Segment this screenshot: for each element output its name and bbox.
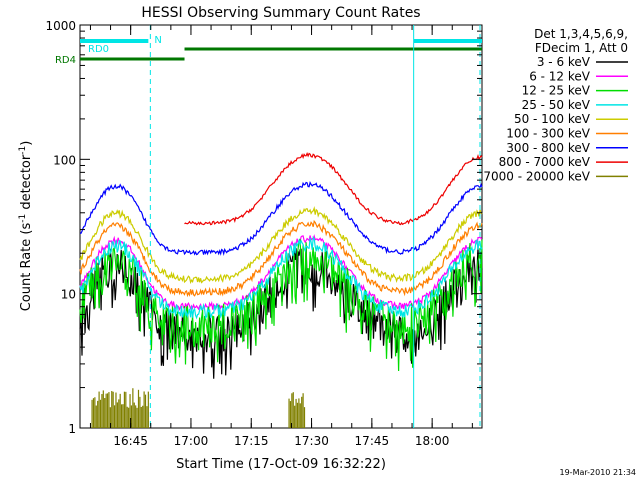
x-tick-label: 17:00 bbox=[174, 434, 209, 448]
x-tick-label: 17:30 bbox=[294, 434, 329, 448]
footer-timestamp: 19-Mar-2010 21:34 bbox=[560, 468, 637, 477]
y-tick-label: 1000 bbox=[45, 19, 76, 33]
y-axis-label-main: Count Rate (s bbox=[19, 223, 34, 312]
legend-entry-label: 800 - 7000 keV bbox=[499, 155, 591, 169]
x-axis-label: Start Time (17-Oct-09 16:32:22) bbox=[176, 457, 386, 472]
legend-entry-label: 25 - 50 keV bbox=[522, 98, 591, 112]
y-axis-label-mid: detector bbox=[19, 154, 34, 214]
series-line-3 bbox=[79, 235, 483, 320]
axis-ticks: 1 10 100 1000 16:45 17:00 17:15 17:30 17:45 18:00 bbox=[45, 19, 482, 448]
series-group bbox=[79, 151, 483, 428]
y-axis-label-end: ) bbox=[19, 141, 34, 146]
legend-entry-label: 3 - 6 keV bbox=[537, 55, 591, 69]
legend-entry-label: 6 - 12 keV bbox=[529, 69, 591, 83]
series-line-5 bbox=[79, 219, 483, 298]
legend-entry-label: 300 - 800 keV bbox=[506, 141, 590, 155]
rd0-flag-label: RD0 bbox=[88, 44, 109, 55]
rd4-flag-label: RD4 bbox=[55, 55, 76, 66]
x-tick-label: 17:45 bbox=[355, 434, 390, 448]
plot-frame bbox=[79, 24, 483, 429]
series-line-4 bbox=[79, 205, 483, 285]
series-line-6 bbox=[79, 180, 483, 257]
y-tick-label: 10 bbox=[61, 288, 76, 302]
chart-title: HESSI Observing Summary Count Rates bbox=[141, 5, 420, 21]
legend-header-line-1: Det 1,3,4,5,6,9, bbox=[534, 27, 628, 41]
legend-entry-label: 12 - 25 keV bbox=[522, 84, 591, 98]
n-flag-marker: N bbox=[154, 35, 161, 46]
y-axis-label-sup2: -1 bbox=[18, 146, 28, 155]
legend-entry-label: 50 - 100 keV bbox=[514, 112, 591, 126]
y-axis-label-sup1: -1 bbox=[18, 214, 28, 223]
x-tick-label: 18:00 bbox=[415, 434, 450, 448]
saa-lines bbox=[149, 25, 481, 428]
series-line-2 bbox=[79, 238, 483, 372]
y-tick-label: 1 bbox=[68, 422, 76, 436]
y-tick-label: 100 bbox=[53, 153, 76, 167]
x-tick-label: 17:15 bbox=[234, 434, 269, 448]
legend: Det 1,3,4,5,6,9, FDecim 1, Att 0 3 - 6 k… bbox=[483, 27, 628, 183]
legend-entry-label: 7000 - 20000 keV bbox=[483, 169, 590, 183]
flag-bars: RD0 RD4 N bbox=[55, 35, 482, 66]
x-tick-label: 16:45 bbox=[113, 434, 148, 448]
legend-entry-label: 100 - 300 keV bbox=[506, 127, 590, 141]
legend-header-line-2: FDecim 1, Att 0 bbox=[535, 41, 628, 55]
series-line-7 bbox=[184, 151, 483, 226]
y-axis-label: Count Rate (s-1 detector-1) bbox=[18, 141, 34, 312]
